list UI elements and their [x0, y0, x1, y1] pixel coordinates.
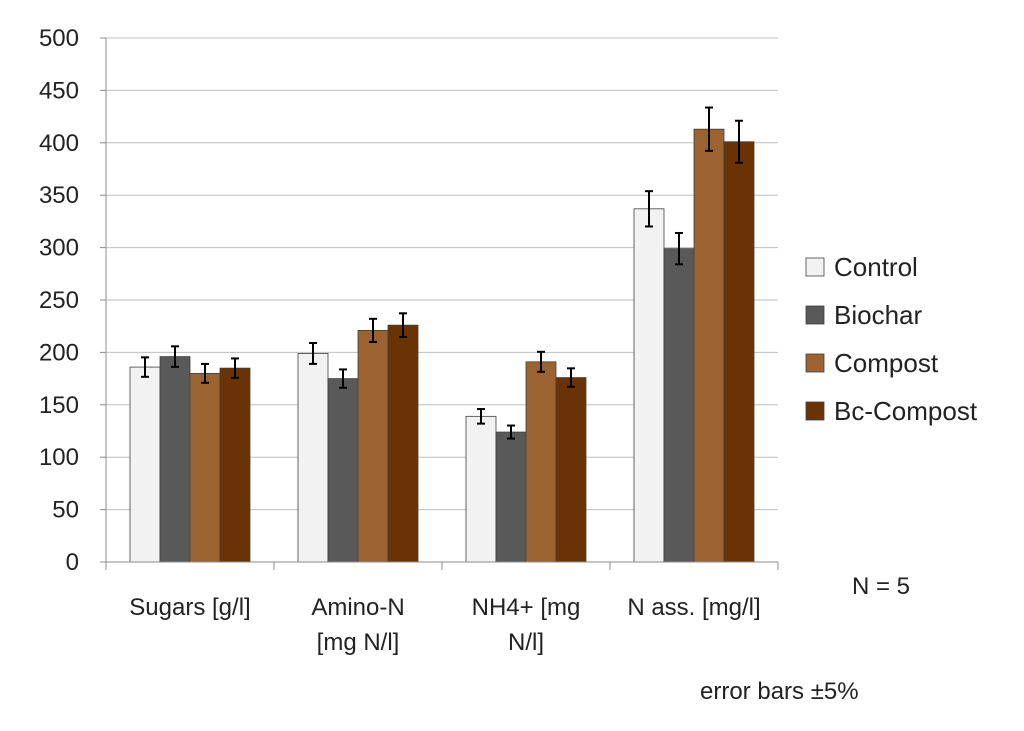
- bar-bc-compost-1: [387, 324, 419, 563]
- y-tick-label: 50: [52, 497, 79, 524]
- bar-compost-2: [525, 361, 557, 563]
- bar-control-2: [465, 415, 497, 563]
- bar-compost-0: [189, 372, 221, 563]
- bar-compost-1: [357, 329, 389, 563]
- y-tick-label: 0: [66, 549, 79, 576]
- y-tick-label: 500: [39, 25, 79, 52]
- bar-biochar-3: [663, 248, 695, 563]
- legend-label: Compost: [834, 348, 939, 378]
- bar-bc-compost-2: [555, 377, 587, 563]
- bar-control-3: [633, 208, 665, 563]
- legend-label: Biochar: [834, 300, 922, 330]
- error-bars-note: error bars ±5%: [700, 678, 859, 705]
- bar-bc-compost-0: [219, 367, 251, 563]
- error-bars: [141, 106, 743, 440]
- bar-biochar-1: [327, 378, 359, 563]
- bar-control-0: [129, 366, 161, 563]
- legend-label: Bc-Compost: [834, 396, 978, 426]
- bars: [129, 128, 755, 563]
- bar-bc-compost-3: [723, 141, 755, 563]
- sample-size-note: N = 5: [852, 573, 911, 600]
- x-category-label: NH4+ [mg: [472, 594, 581, 621]
- y-tick-label: 150: [39, 392, 79, 419]
- x-category-label: Sugars [g/l]: [129, 594, 250, 621]
- y-tick-label: 450: [39, 77, 79, 104]
- legend-swatch: [805, 257, 825, 277]
- axes: [105, 38, 779, 570]
- x-category-label: N/l]: [508, 629, 544, 656]
- y-tick-label: 250: [39, 287, 79, 314]
- bar-compost-3: [693, 128, 725, 563]
- y-tick-label: 400: [39, 130, 79, 157]
- x-category-label: [mg N/l]: [317, 629, 400, 656]
- y-tick-label: 300: [39, 235, 79, 262]
- x-category-label: N ass. [mg/l]: [627, 594, 760, 621]
- bar-biochar-0: [159, 356, 191, 563]
- legend: Control Biochar Compost Bc-Compost: [805, 252, 978, 426]
- legend-swatch: [805, 353, 825, 373]
- legend-swatch: [805, 305, 825, 325]
- bar-control-1: [297, 353, 329, 563]
- x-axis-category-labels: Sugars [g/l] Amino-N [mg N/l] NH4+ [mg N/l] N…: [129, 594, 760, 656]
- bar-biochar-2: [495, 431, 527, 563]
- x-category-label: Amino-N: [311, 594, 404, 621]
- legend-label: Control: [834, 252, 918, 282]
- y-tick-label: 100: [39, 444, 79, 471]
- y-tick-label: 350: [39, 182, 79, 209]
- y-tick-label: 200: [39, 339, 79, 366]
- legend-swatch: [805, 401, 825, 421]
- y-axis-ticks: 0 50 100 150 200 250 300 350 400 450 500: [39, 25, 106, 576]
